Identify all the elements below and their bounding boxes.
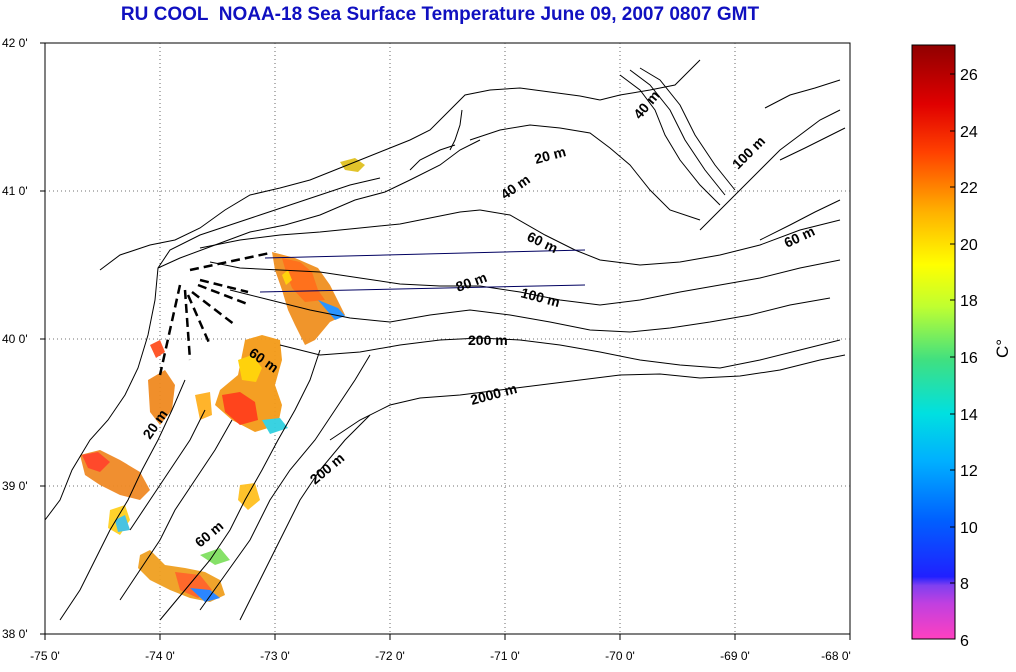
colorbar-ticks — [950, 73, 955, 584]
x-tick-label: -73 0' — [260, 649, 290, 663]
map-frame — [44, 42, 851, 635]
colorbar — [911, 44, 956, 640]
depth-label: 20 m — [533, 143, 568, 167]
grid-lines — [45, 43, 850, 634]
transect-lines — [259, 249, 586, 293]
colorbar-tick-label: 20 — [960, 237, 978, 254]
depth-label: 200 m — [468, 332, 508, 348]
x-tick-label: -69 0' — [720, 649, 750, 663]
dashed-track-lines — [158, 251, 271, 376]
colorbar-tick-label: 10 — [960, 520, 978, 537]
colorbar-tick-label: 8 — [960, 576, 969, 593]
x-tick-label: -71 0' — [490, 649, 520, 663]
colorbar-tick-label: 14 — [960, 407, 978, 424]
x-tick-label: -75 0' — [30, 649, 60, 663]
y-tick-label: 42 0' — [2, 36, 28, 50]
colorbar-tick-label: 24 — [960, 124, 978, 141]
x-tick-label: -72 0' — [375, 649, 405, 663]
x-tick-label: -68 0' — [821, 649, 851, 663]
colorbar-labels: 26 24 22 20 18 16 14 12 10 8 6 — [960, 67, 978, 650]
x-tick-label: -74 0' — [145, 649, 175, 663]
x-axis-ticks: -75 0' -74 0' -73 0' -72 0' -71 0' -70 0… — [30, 649, 851, 663]
coastline-contours — [44, 59, 846, 621]
colorbar-unit-label: C° — [993, 339, 1012, 358]
y-tick-label: 39 0' — [2, 479, 28, 493]
colorbar-tick-label: 18 — [960, 293, 978, 310]
y-axis-ticks: 42 0' 41 0' 40 0' 39 0' 38 0' — [2, 36, 28, 641]
colorbar-tick-label: 26 — [960, 67, 978, 84]
colorbar-tick-label: 12 — [960, 463, 978, 480]
sst-patches — [80, 158, 365, 602]
y-tick-label: 40 0' — [2, 332, 28, 346]
x-tick-label: -70 0' — [605, 649, 635, 663]
tick-marks — [40, 42, 851, 640]
colorbar-tick-label: 22 — [960, 180, 978, 197]
colorbar-tick-label: 6 — [960, 633, 969, 650]
y-tick-label: 41 0' — [2, 184, 28, 198]
y-tick-label: 38 0' — [2, 627, 28, 641]
colorbar-tick-label: 16 — [960, 350, 978, 367]
map-title: RU COOL NOAA-18 Sea Surface Temperature … — [120, 4, 760, 25]
